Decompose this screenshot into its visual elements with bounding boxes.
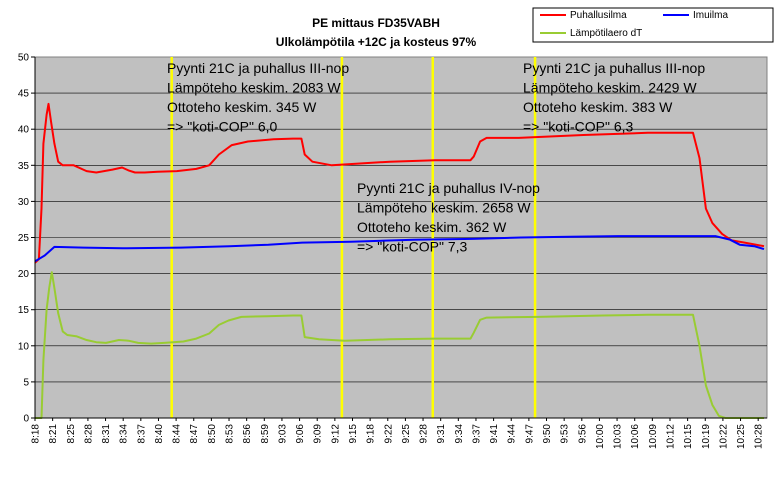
legend-label-0: Puhallusilma <box>570 10 627 21</box>
x-tick-label: 9:09 <box>313 424 324 444</box>
gridlines <box>35 92 767 383</box>
y-tick-label: 25 <box>18 233 30 244</box>
chart-subtitle: Ulkolämpötila +12C ja kosteus 97% <box>276 35 477 49</box>
series-lines <box>34 102 765 419</box>
legend: Puhallusilma Imuilma Lämpötilaero dT <box>532 7 774 43</box>
x-tick-label: 10:25 <box>736 424 747 449</box>
annotation-1-line: Ottoteho keskim. 362 W <box>357 219 507 235</box>
x-tick-label: 10:19 <box>701 424 712 449</box>
y-tick-label: 15 <box>18 305 30 316</box>
y-tick-label: 10 <box>18 341 30 352</box>
x-tick-label: 10:06 <box>630 424 641 449</box>
legend-label-2: Lämpötilaero dT <box>570 28 642 39</box>
x-tick-label: 9:12 <box>330 424 341 444</box>
x-tick-label: 9:47 <box>524 424 535 444</box>
x-tick-label: 10:03 <box>613 424 624 449</box>
x-tick-label: 9:22 <box>383 424 394 444</box>
annotation-0-line: Ottoteho keskim. 345 W <box>167 99 317 115</box>
x-tick-label: 9:25 <box>401 424 412 444</box>
x-tick-label: 9:28 <box>419 424 430 444</box>
x-tick-label: 8:50 <box>207 424 218 444</box>
x-tick-label: 8:44 <box>172 424 183 444</box>
chart-title: PE mittaus FD35VABH <box>312 16 440 30</box>
x-tick-label: 9:53 <box>560 424 571 444</box>
x-tick-label: 8:31 <box>101 424 112 444</box>
x-tick-label: 10:09 <box>648 424 659 449</box>
series-line-0 <box>34 102 765 264</box>
x-tick-label: 9:15 <box>348 424 359 444</box>
y-tick-label: 5 <box>23 377 29 388</box>
y-tick-label: 45 <box>18 89 30 100</box>
annotation-2-line: Lämpöteho keskim. 2429 W <box>523 80 697 96</box>
x-tick-label: 8:18 <box>31 424 42 444</box>
series-line-1 <box>34 235 765 263</box>
annotation-1-line: => "koti-COP" 7,3 <box>357 239 468 255</box>
annotation-1-line: Lämpöteho keskim. 2658 W <box>357 200 531 216</box>
y-tick-label: 50 <box>18 53 30 64</box>
annotation-0-line: Pyynti 21C ja puhallus III-nop <box>167 60 349 76</box>
legend-label-1: Imuilma <box>693 10 728 21</box>
annotation-0-line: Lämpöteho keskim. 2083 W <box>167 80 341 96</box>
x-tick-label: 9:03 <box>277 424 288 444</box>
y-tick-label: 40 <box>18 125 30 136</box>
x-tick-label: 9:44 <box>507 424 518 444</box>
x-tick-label: 8:53 <box>225 424 236 444</box>
x-tick-label: 9:34 <box>454 424 465 444</box>
x-tick-label: 8:21 <box>48 424 59 444</box>
x-tick-label: 10:00 <box>595 424 606 449</box>
x-tick-label: 8:47 <box>189 424 200 444</box>
x-tick-label: 9:06 <box>295 424 306 444</box>
y-tick-label: 35 <box>18 161 30 172</box>
x-tick-label: 9:31 <box>436 424 447 444</box>
y-axis: 0 5 10 15 20 25 30 35 40 45 50 <box>18 53 36 425</box>
annotation-2-line: Ottoteho keskim. 383 W <box>523 99 673 115</box>
annotations: Pyynti 21C ja puhallus III-nop Lämpöteho … <box>167 60 705 255</box>
x-tick-label: 8:28 <box>83 424 94 444</box>
x-axis: 8:18 8:21 8:25 8:28 8:31 8:34 8:37 8:40 8:44 8:47… <box>31 417 767 449</box>
x-tick-label: 8:34 <box>119 424 130 444</box>
series-line-2 <box>35 271 764 419</box>
x-tick-label: 9:37 <box>471 424 482 444</box>
x-tick-label: 8:37 <box>136 424 147 444</box>
x-tick-label: 9:50 <box>542 424 553 444</box>
x-tick-label: 8:56 <box>242 424 253 444</box>
x-tick-label: 10:28 <box>754 424 765 449</box>
annotation-2-line: Pyynti 21C ja puhallus III-nop <box>523 60 705 76</box>
y-tick-label: 30 <box>18 197 30 208</box>
x-tick-label: 9:56 <box>577 424 588 444</box>
x-tick-label: 9:41 <box>489 424 500 444</box>
x-tick-label: 8:40 <box>154 424 165 444</box>
x-tick-label: 9:18 <box>366 424 377 444</box>
y-tick-label: 20 <box>18 269 30 280</box>
annotation-2-line: => "koti-COP" 6,3 <box>523 119 634 135</box>
x-tick-label: 10:22 <box>718 424 729 449</box>
y-tick-label: 0 <box>23 414 29 425</box>
annotation-1-line: Pyynti 21C ja puhallus IV-nop <box>357 180 540 196</box>
legend-box <box>532 7 774 43</box>
x-tick-label: 8:59 <box>260 424 271 444</box>
x-tick-label: 10:15 <box>683 424 694 449</box>
x-tick-label: 8:25 <box>66 424 77 444</box>
annotation-0-line: => "koti-COP" 6,0 <box>167 119 278 135</box>
x-tick-label: 10:12 <box>665 424 676 449</box>
